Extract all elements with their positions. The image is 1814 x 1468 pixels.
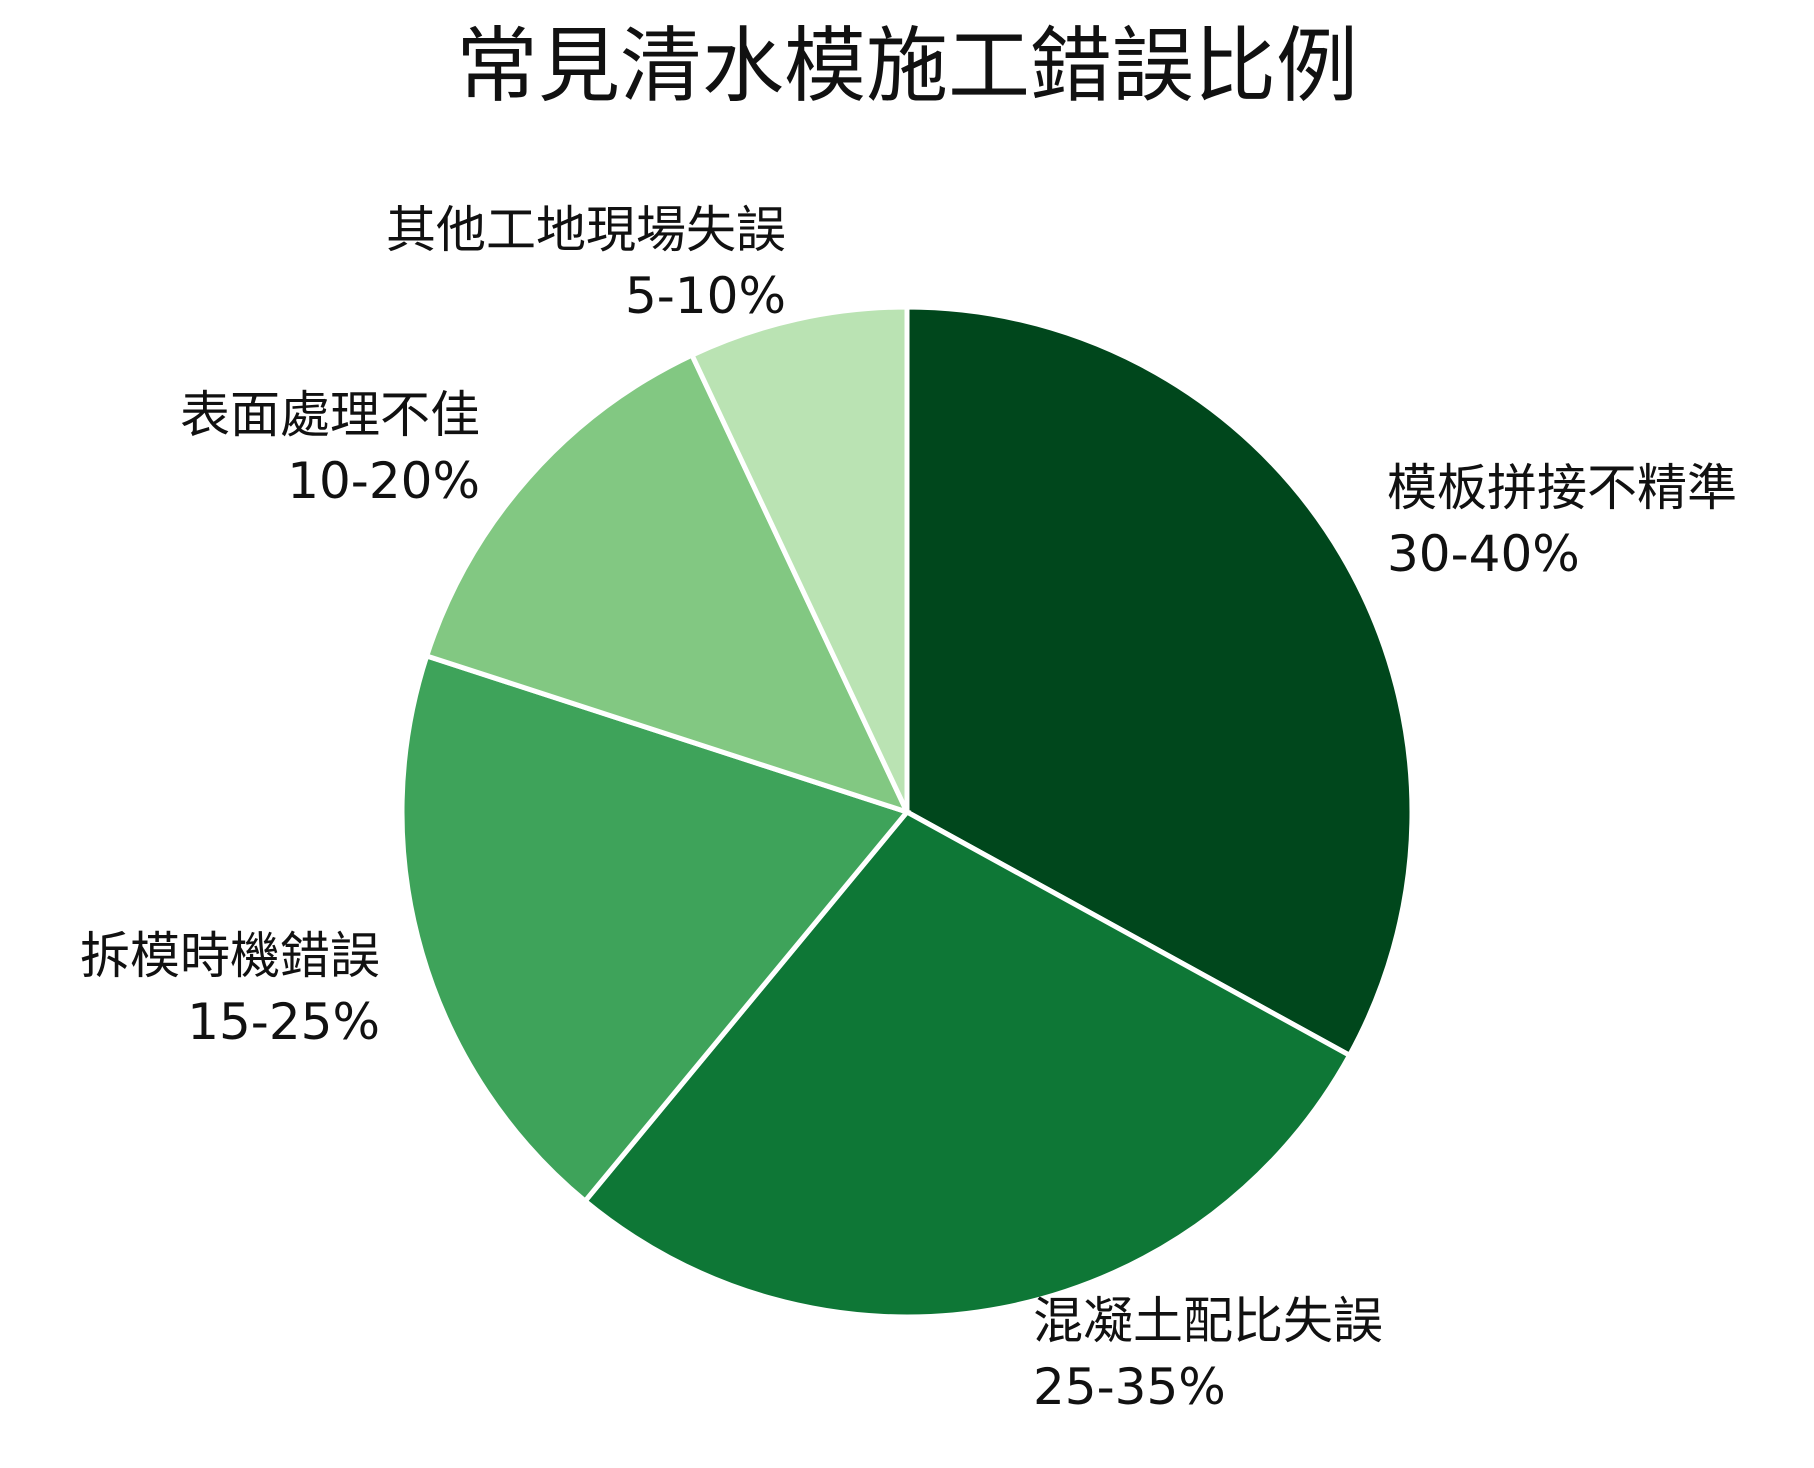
- slice-percentage-label: 15-25%: [187, 993, 380, 1051]
- slice-module-joint: [904, 304, 1415, 1059]
- chart-title: 常見清水模施工錯誤比例: [455, 19, 1358, 114]
- slice-concrete-mix: [581, 808, 1353, 1320]
- slice-label: 其他工地現場失誤: [386, 201, 786, 259]
- slice-label: 表面處理不佳: [180, 386, 480, 444]
- slice-demold-timing: [399, 652, 912, 1205]
- slice-other-site: [688, 304, 910, 814]
- slice-label: 混凝土配比失誤: [1033, 1292, 1383, 1350]
- slice-percentage-label: 30-40%: [1387, 525, 1580, 583]
- slice-percentage-label: 5-10%: [625, 267, 786, 325]
- slice-surface-treatment: [423, 351, 912, 817]
- slice-label: 拆模時機錯誤: [80, 927, 380, 985]
- slice-percentage-label: 10-20%: [287, 452, 480, 510]
- slice-label: 模板拼接不精準: [1387, 459, 1737, 517]
- slice-percentage-label: 25-35%: [1033, 1358, 1226, 1416]
